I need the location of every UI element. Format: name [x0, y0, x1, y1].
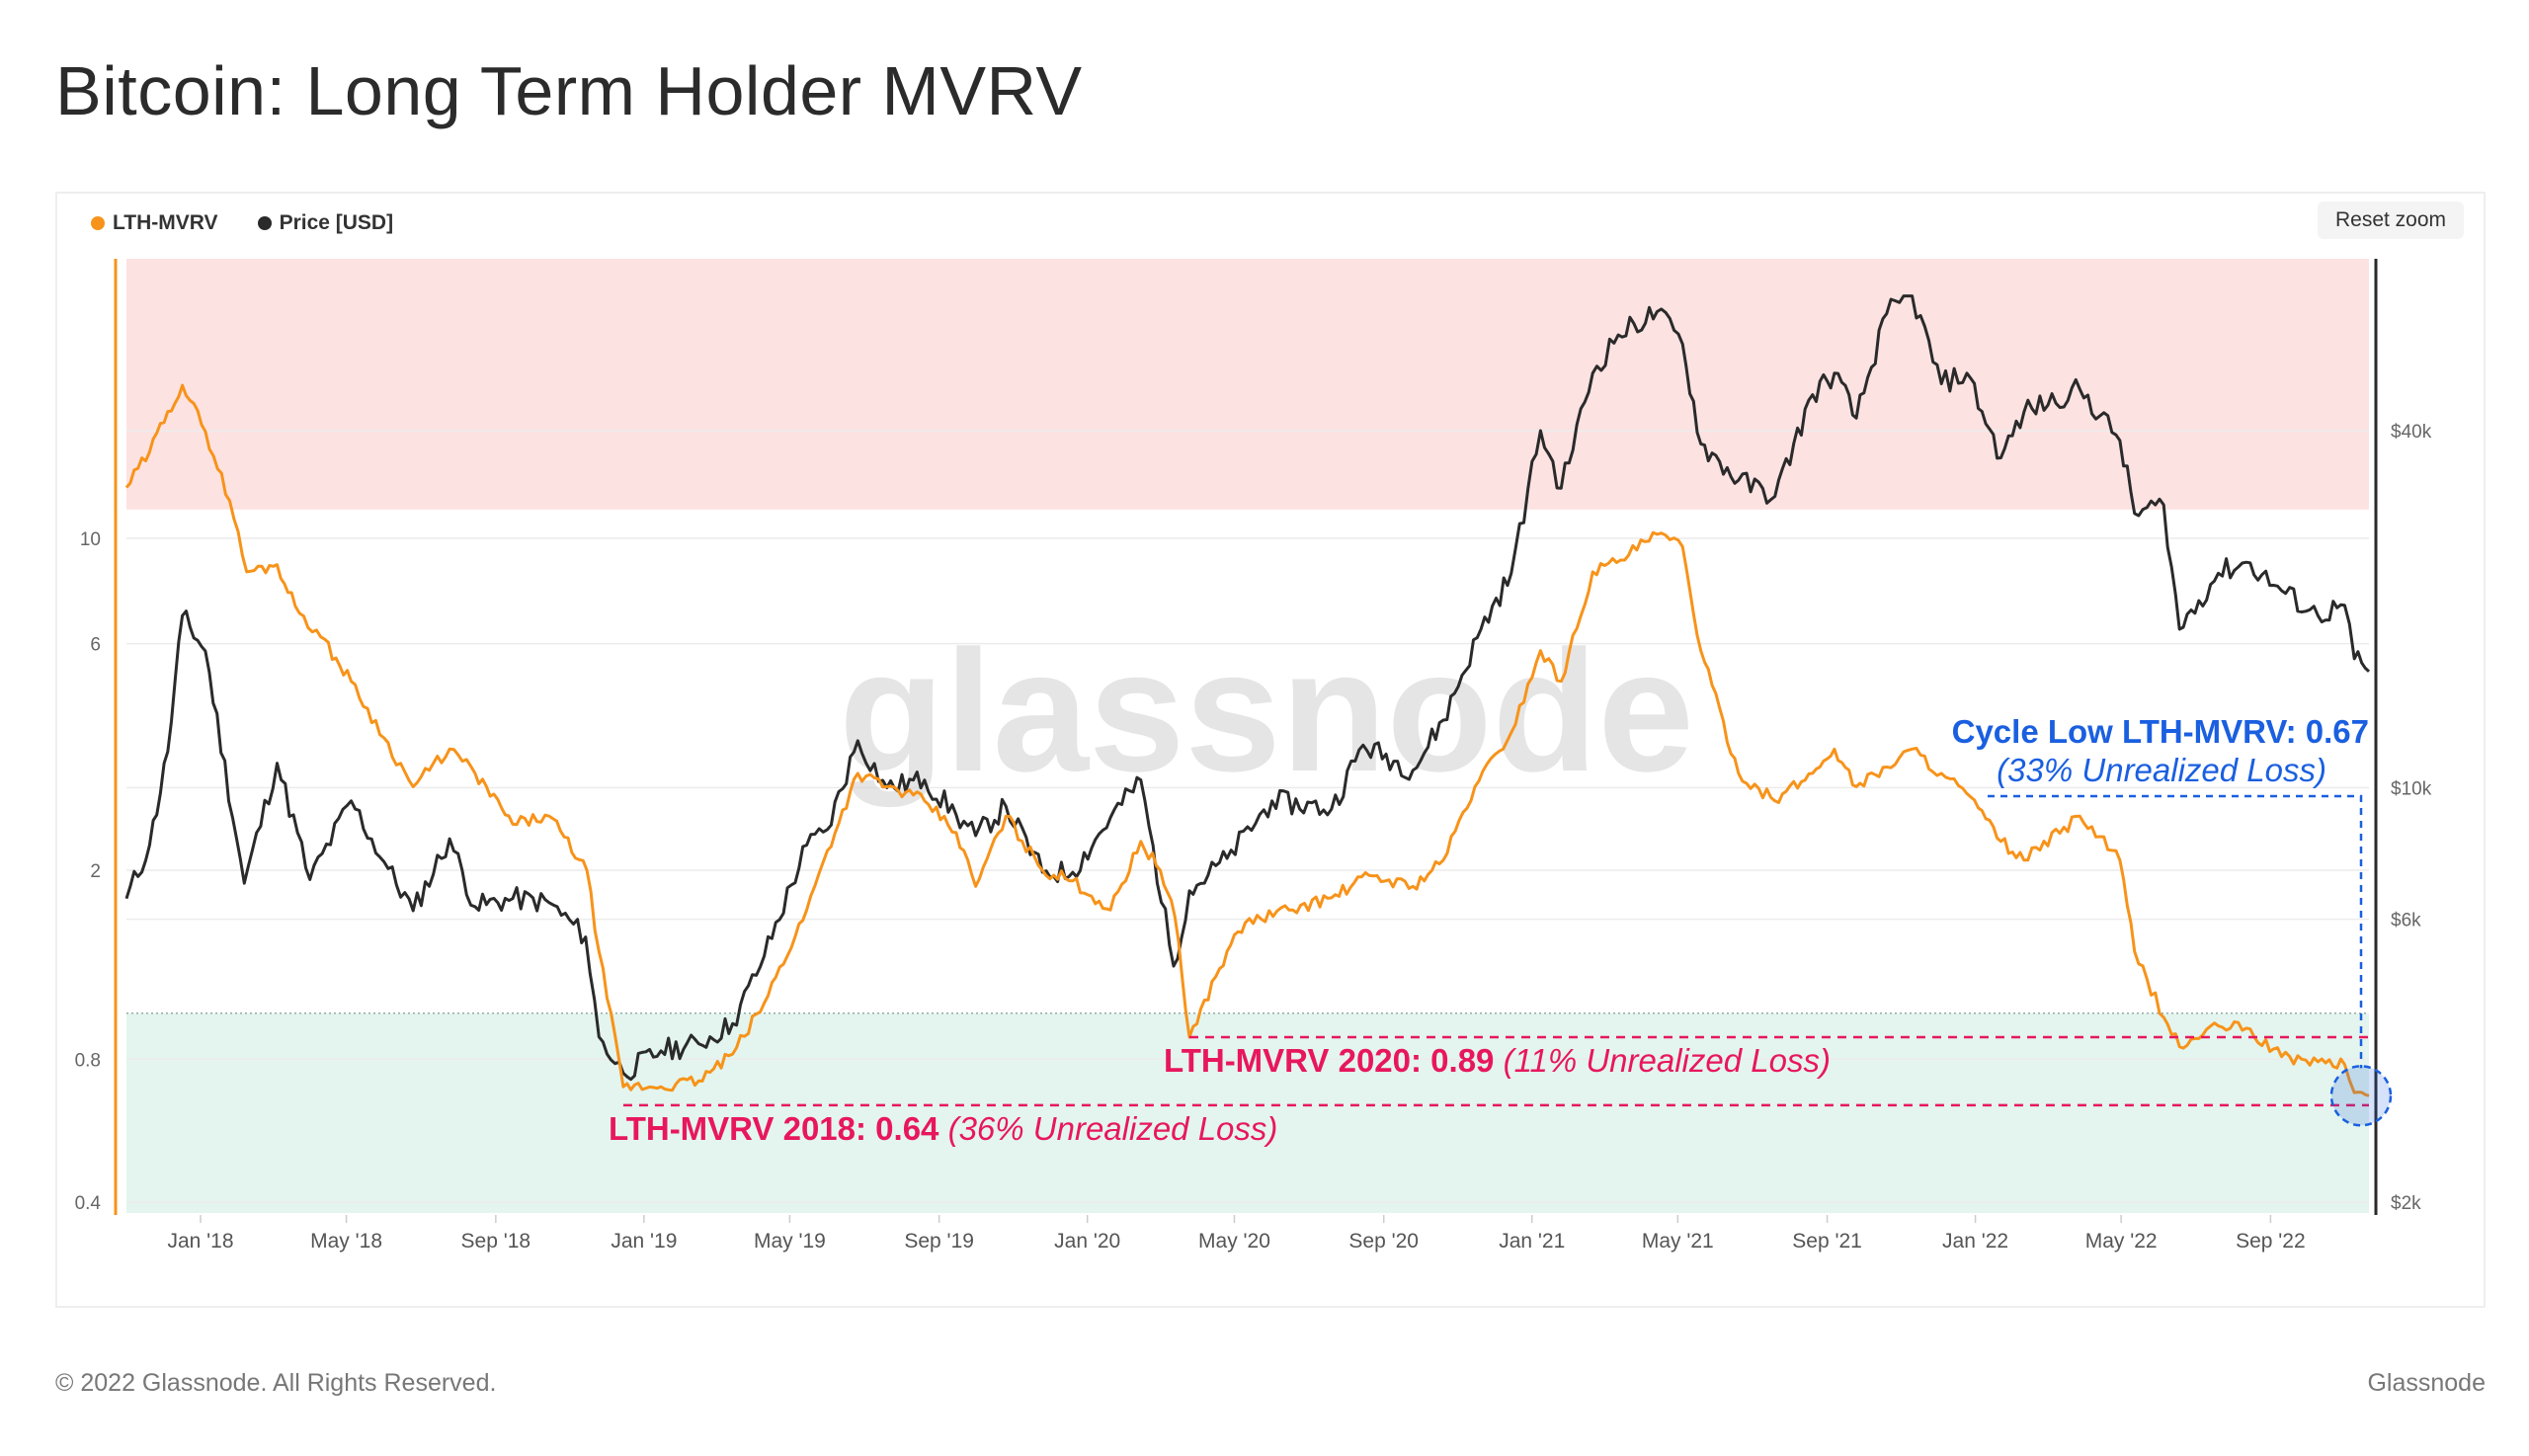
overvalued-zone — [126, 259, 2369, 510]
x-tick-label: May '19 — [754, 1230, 826, 1253]
watermark-text: glassnode — [839, 615, 1694, 808]
x-tick-label: Jan '21 — [1499, 1230, 1565, 1253]
chart-legend: LTH-MVRV Price [USD] — [91, 211, 393, 235]
annotation-2020-label: LTH-MVRV 2020: 0.89 (11% Unrealized Loss… — [1164, 1042, 1831, 1079]
y-left-tick-label: 0.8 — [75, 1050, 101, 1071]
legend-item-lth-mvrv[interactable]: LTH-MVRV — [91, 211, 218, 235]
x-tick-label: May '21 — [1642, 1230, 1714, 1253]
y-right-tick-label: $40k — [2391, 422, 2432, 443]
y-right-tick-label: $2k — [2391, 1193, 2421, 1214]
price-series-line — [124, 294, 2371, 1082]
y-right-tick-label: $6k — [2391, 911, 2421, 931]
x-tick-label: Jan '19 — [611, 1230, 677, 1253]
cycle-low-label: Cycle Low LTH-MVRV: 0.67 — [1952, 713, 2369, 750]
annotation-2018-label: LTH-MVRV 2018: 0.64 (36% Unrealized Loss… — [609, 1110, 1277, 1147]
x-tick-label: May '22 — [2085, 1230, 2158, 1253]
legend-item-price[interactable]: Price [USD] — [257, 211, 394, 235]
lth-mvrv-series-line — [124, 383, 2370, 1097]
brand-footer: Glassnode — [2367, 1369, 2486, 1397]
x-tick-label: May '20 — [1198, 1230, 1270, 1253]
x-tick-label: Sep '22 — [2236, 1230, 2306, 1253]
x-tick-label: Sep '18 — [461, 1230, 531, 1253]
page-title: Bitcoin: Long Term Holder MVRV — [55, 52, 1083, 129]
copyright-text: © 2022 Glassnode. All Rights Reserved. — [55, 1369, 497, 1397]
x-tick-label: Sep '21 — [1792, 1230, 1862, 1253]
y-left-tick-label: 2 — [90, 861, 101, 882]
y-left-tick-label: 6 — [90, 635, 101, 656]
x-tick-label: Sep '20 — [1348, 1230, 1419, 1253]
y-right-tick-label: $10k — [2391, 778, 2432, 799]
x-tick-label: Jan '20 — [1054, 1230, 1120, 1253]
x-tick-label: Jan '18 — [167, 1230, 233, 1253]
cycle-low-sublabel: (33% Unrealized Loss) — [1997, 752, 2326, 788]
cycle-low-marker — [2329, 1065, 2393, 1127]
legend-dot-lth-icon — [91, 216, 105, 230]
undervalued-zone — [126, 1012, 2369, 1213]
y-left-tick-label: 10 — [80, 529, 101, 550]
x-tick-label: Jan '22 — [1942, 1230, 2008, 1253]
legend-label-price: Price [USD] — [279, 211, 394, 234]
chart-frame — [55, 192, 2486, 1308]
legend-dot-price-icon — [257, 216, 272, 230]
legend-label-lth: LTH-MVRV — [113, 211, 218, 234]
y-left-tick-label: 0.4 — [75, 1193, 102, 1214]
x-tick-label: May '18 — [310, 1230, 382, 1253]
cycle-low-bracket — [1988, 794, 2363, 1069]
x-tick-label: Sep '19 — [904, 1230, 974, 1253]
reset-zoom-button[interactable]: Reset zoom — [2318, 202, 2464, 239]
